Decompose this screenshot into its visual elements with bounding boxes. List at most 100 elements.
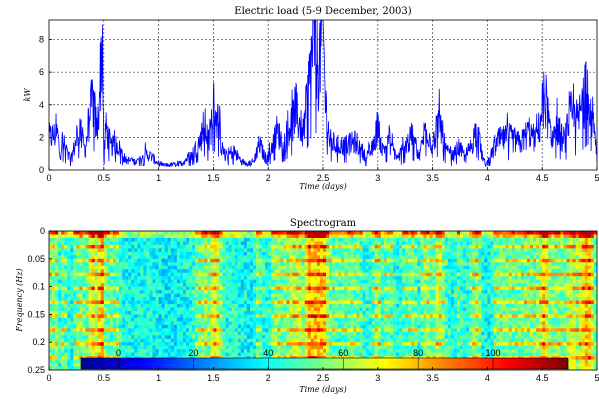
spectrogram-cell (82, 303, 86, 308)
spectrogram-cell (374, 293, 379, 298)
spectrogram-cell (186, 244, 190, 249)
spectrogram-cell (252, 338, 257, 343)
spectrogram-cell (319, 231, 324, 235)
spectrogram-cell (79, 338, 83, 343)
spectrogram-cell (158, 314, 162, 319)
spectrogram-cell (292, 244, 296, 249)
spectrogram-cell (91, 293, 95, 298)
spectrogram-cell (158, 276, 162, 280)
spectrogram-cell (265, 321, 269, 326)
spectrogram-cell (52, 269, 56, 273)
spectrogram-cell (265, 338, 269, 343)
spectrogram-cell (301, 237, 306, 242)
spectrogram-cell (219, 303, 223, 308)
spectrogram-cell (76, 244, 80, 249)
spectrogram-cell (307, 286, 312, 291)
spectrogram-cell (88, 255, 92, 260)
spectrogram-cell (405, 265, 409, 270)
spectrogram-cell (249, 255, 254, 260)
spectrogram-cell (262, 352, 266, 357)
spectrogram-cell (73, 356, 77, 360)
spectrogram-cell (155, 335, 159, 340)
spectrogram-cell (49, 255, 53, 260)
spectrogram-cell (280, 293, 284, 298)
spectrogram-cell (207, 265, 211, 270)
spectrogram-cell (374, 328, 379, 333)
spectrogram-cell (100, 345, 105, 350)
spectrogram-cell (173, 255, 178, 260)
spectrogram-cell (131, 265, 135, 270)
spectrogram-cell (149, 262, 153, 267)
load-x-tick-label: 4 (485, 173, 490, 183)
spectrogram-cell (100, 324, 105, 329)
spectrogram-cell (268, 251, 272, 256)
spectrogram-cell (316, 241, 321, 246)
spectrogram-cell (155, 300, 159, 305)
spectrogram-cell (100, 335, 105, 340)
spectrogram-cell (137, 272, 141, 277)
spectrogram-cell (359, 262, 363, 267)
spectrogram-cell (286, 335, 290, 340)
spectrogram-cell (286, 303, 290, 308)
spectrogram-cell (368, 272, 373, 277)
spectrogram-cell (353, 342, 357, 346)
spectrogram-cell (167, 286, 172, 291)
spectrogram-cell (216, 297, 220, 301)
spectrogram-cell (173, 293, 178, 298)
spectrogram-cell (97, 286, 102, 291)
spectrogram-cell (399, 303, 403, 308)
spectrogram-cell (417, 345, 421, 350)
spectrogram-cell (201, 324, 205, 329)
spectrogram-cell (301, 279, 306, 284)
spectrogram-cell (316, 244, 321, 249)
spectrogram-cell (307, 324, 312, 329)
spectrogram-cell (274, 265, 278, 270)
spectrogram-cell (161, 324, 165, 329)
spectrogram-cell (301, 283, 306, 287)
spectrogram-cell (371, 244, 376, 249)
spectrogram-cell (420, 335, 424, 340)
spectrogram-cell (274, 297, 278, 301)
spectrogram-cell (393, 303, 397, 308)
spectrogram-cell (246, 276, 251, 280)
spectrogram-cell (55, 363, 59, 367)
spectrogram-cell (350, 293, 354, 298)
spectrogram-cell (259, 244, 263, 249)
spectrogram-cell (49, 262, 53, 267)
spectrogram-cell (137, 314, 141, 319)
spectrogram-cell (383, 314, 388, 319)
spectrogram-cell (280, 335, 284, 340)
spectrogram-cell (134, 241, 138, 246)
spectrogram-cell (109, 237, 114, 242)
spectrogram-cell (234, 300, 239, 305)
spectrogram-cell (304, 335, 309, 340)
spectrogram-cell (76, 241, 80, 246)
spectrogram-cell (374, 338, 379, 343)
spectrogram-cell (164, 258, 169, 263)
spectrogram-cell (243, 349, 248, 353)
spectrogram-cell (326, 244, 330, 249)
spectrogram-cell (164, 349, 169, 353)
spectrogram-cell (49, 359, 53, 364)
spectrogram-cell (292, 345, 296, 350)
spectrogram-cell (240, 290, 245, 294)
spectrogram-cell (58, 258, 62, 263)
spectrogram-cell (353, 251, 357, 256)
spectrogram-cell (417, 321, 421, 326)
spectrogram-cell (109, 297, 114, 301)
spectrogram-cell (155, 283, 159, 287)
spectrogram-cell (207, 345, 211, 350)
spectrogram-cell (396, 342, 400, 346)
load-chart: Electric load (5-9 December, 2003) 0 0.5 1… (23, 6, 599, 191)
spectrogram-cell (179, 244, 184, 249)
spectrogram-cell (280, 255, 284, 260)
spectrogram-cell (225, 262, 229, 267)
spectrogram-cell (88, 328, 92, 333)
spectrogram-cell (277, 283, 281, 287)
spectrogram-cell (228, 276, 232, 280)
spectrogram-cell (134, 338, 138, 343)
spectrogram-cell (219, 297, 223, 301)
spectrogram-cell (368, 317, 373, 322)
spectrogram-cell (231, 317, 236, 322)
spectrogram-cell (164, 303, 169, 308)
